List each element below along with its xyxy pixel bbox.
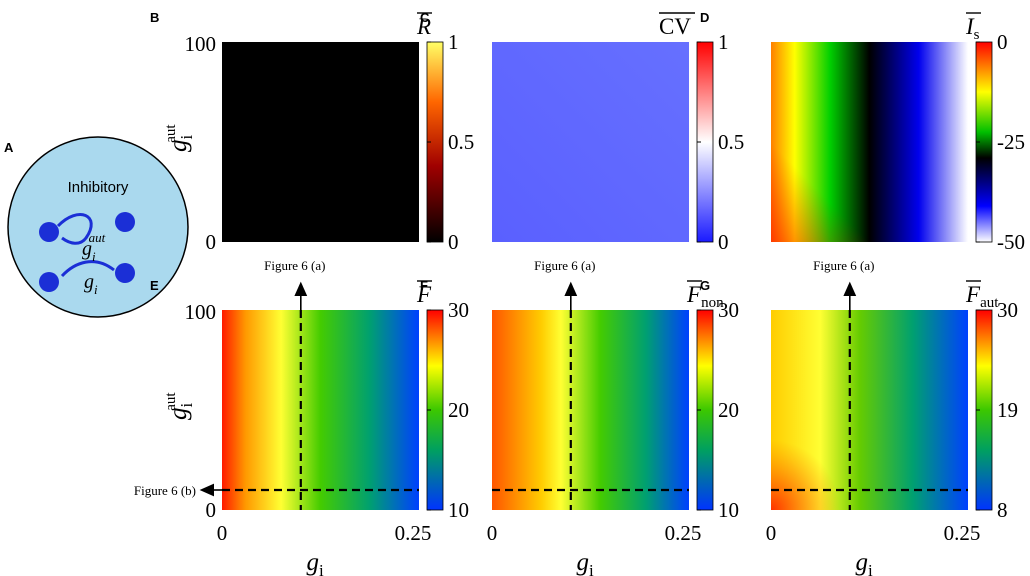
heatmap-field bbox=[222, 42, 419, 242]
x-axis-label: gi bbox=[577, 549, 595, 576]
y-tick-label: 100 bbox=[185, 32, 217, 56]
colorbar-title: F bbox=[416, 282, 432, 307]
panel-label-d: D bbox=[700, 10, 709, 25]
colorbar-title: Fnon bbox=[686, 282, 724, 311]
colorbar-title: R bbox=[416, 14, 431, 39]
x-tick-label: 0 bbox=[487, 521, 498, 545]
x-tick-label: 0.25 bbox=[665, 521, 702, 545]
heatmap-field bbox=[492, 42, 689, 242]
panel-label-e: E bbox=[150, 278, 159, 293]
panel-label-a: A bbox=[4, 140, 14, 155]
neuron-4 bbox=[115, 263, 135, 283]
y-axis-label: giaut bbox=[163, 124, 196, 152]
heatmap-field bbox=[492, 310, 689, 510]
colorbar-tick-label: -25 bbox=[997, 130, 1025, 154]
colorbar-title: Is bbox=[965, 14, 980, 43]
colorbar-tick-label: 30 bbox=[448, 298, 469, 322]
colorbar-title: CV bbox=[659, 14, 691, 39]
colorbar-tick-label: 1 bbox=[448, 30, 459, 54]
x-tick-label: 0 bbox=[217, 521, 228, 545]
neuron-2 bbox=[115, 212, 135, 232]
panel-d: D0-25-50Is100 bbox=[700, 10, 1025, 254]
annotation-fig6a: Figure 6 (a) bbox=[264, 258, 325, 273]
panel-label-c: C bbox=[420, 10, 430, 25]
panel-label-g: G bbox=[700, 278, 710, 293]
x-axis-label: gi bbox=[856, 549, 874, 576]
colorbar-tick-label: 19 bbox=[997, 398, 1018, 422]
population-circle bbox=[7, 136, 189, 318]
y-tick-label: 0 bbox=[206, 230, 217, 254]
y-tick-label: 0 bbox=[206, 498, 217, 522]
panel-b: B 1 0.5 0 R 100 0 giaut bbox=[150, 10, 474, 254]
colorbar-tick-label: 20 bbox=[718, 398, 739, 422]
colorbar-tick-label: 1 bbox=[718, 30, 729, 54]
colorbar-tick-label: 20 bbox=[448, 398, 469, 422]
panel-c: C10.50CV100 bbox=[420, 10, 744, 254]
panel-a: A Inhibitory giaut gi bbox=[4, 136, 189, 318]
annotation-fig6b: Figure 6 (b) bbox=[134, 483, 196, 498]
autapse-arc bbox=[56, 213, 93, 245]
y-axis-label: giaut bbox=[163, 392, 196, 420]
colorbar-tick-label: 0.5 bbox=[448, 130, 474, 154]
neuron-3 bbox=[39, 272, 59, 292]
heatmap-shade bbox=[771, 42, 968, 242]
synapse-label: gi bbox=[84, 271, 98, 297]
panel-label-b: B bbox=[150, 10, 159, 25]
colorbar-tick-label: 30 bbox=[718, 298, 739, 322]
x-tick-label: 0.25 bbox=[944, 521, 981, 545]
neuron-1 bbox=[39, 222, 59, 242]
heatmap-field bbox=[222, 310, 419, 510]
heatmap-shade bbox=[771, 310, 968, 510]
colorbar-tick-label: -50 bbox=[997, 230, 1025, 254]
colorbar-tick-label: 0 bbox=[448, 230, 459, 254]
heatmap-panels: B10.50R1000giautC10.50CV100D0-25-50Is100… bbox=[134, 10, 1025, 576]
colorbar-tick-label: 0.5 bbox=[718, 130, 744, 154]
colorbar-tick-label: 8 bbox=[997, 498, 1008, 522]
synapse-arc bbox=[60, 260, 115, 278]
x-tick-label: 0 bbox=[766, 521, 777, 545]
colorbar-tick-label: 30 bbox=[997, 298, 1018, 322]
panel-e: E 30 20 10 F 100 00 0.25 gi giaut Figure 6 (a) Figu… bbox=[134, 258, 469, 576]
autapse-label: giaut bbox=[82, 230, 106, 264]
annotation-fig6a: Figure 6 (a) bbox=[813, 258, 874, 273]
colorbar-tick-label: 0 bbox=[997, 30, 1008, 54]
colorbar-title: Faut bbox=[965, 282, 999, 311]
x-axis-label: gi bbox=[307, 549, 325, 576]
colorbar-tick-label: 10 bbox=[718, 498, 739, 522]
y-tick-label: 100 bbox=[185, 300, 217, 324]
colorbar-tick-label: 0 bbox=[718, 230, 729, 254]
x-tick-label: 0.25 bbox=[395, 521, 432, 545]
population-title: Inhibitory bbox=[68, 179, 129, 196]
annotation-fig6a: Figure 6 (a) bbox=[534, 258, 595, 273]
panel-label-f: F bbox=[420, 278, 428, 293]
colorbar-tick-label: 10 bbox=[448, 498, 469, 522]
